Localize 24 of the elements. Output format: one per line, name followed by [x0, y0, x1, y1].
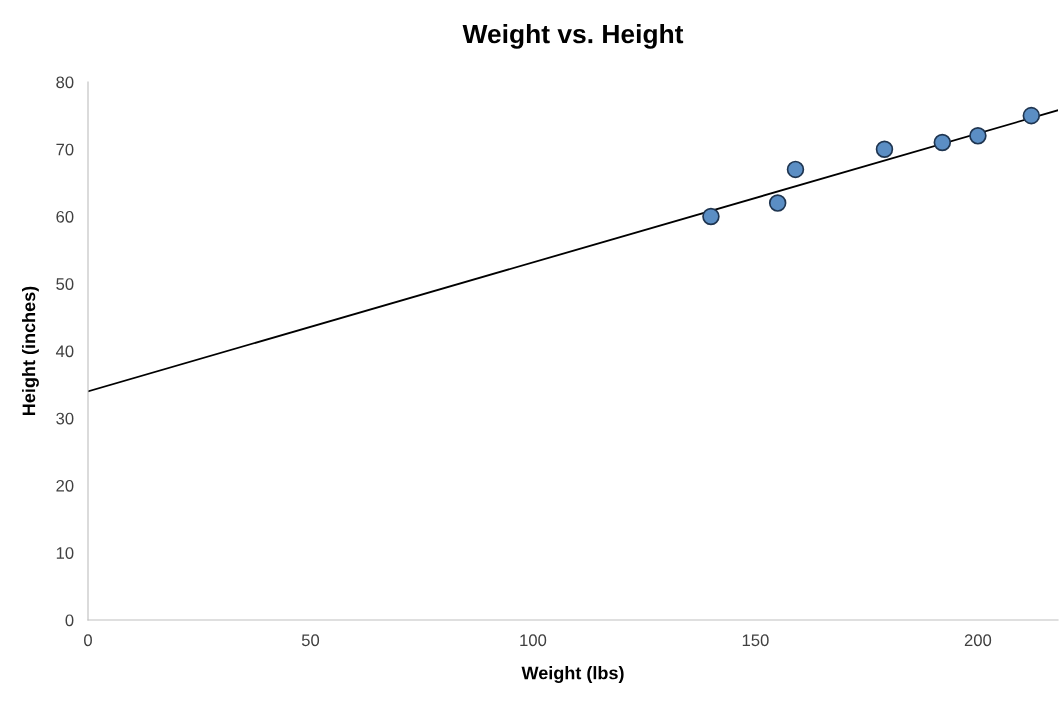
- x-tick-label: 50: [301, 634, 320, 647]
- y-tick-label: 80: [56, 76, 74, 89]
- y-tick-label: 60: [56, 210, 74, 223]
- y-tick-label: 0: [65, 614, 74, 627]
- y-tick-label: 40: [55, 345, 74, 358]
- y-tick-label: 50: [56, 278, 74, 290]
- point: [1022, 106, 1041, 125]
- y-axis-title: Height (inches): [22, 286, 39, 415]
- x-tick-label: 150: [742, 634, 769, 647]
- point: [875, 140, 894, 159]
- point: [933, 133, 952, 152]
- point: [768, 194, 787, 212]
- y-tick-label: 70: [56, 143, 74, 156]
- point: [702, 207, 720, 226]
- point: [969, 127, 987, 145]
- point: [786, 160, 805, 179]
- x-tick-label: 100: [520, 634, 547, 647]
- y-tick-label: 20: [56, 479, 74, 492]
- x-tick-label: 0: [84, 634, 92, 647]
- x-tick-label: 200: [964, 634, 992, 647]
- x-axis-title: Weight (lbs): [521, 666, 624, 683]
- y-tick-label: 30: [56, 412, 74, 425]
- chart-title: Weight vs. Height: [462, 23, 684, 49]
- y-tick-label: 10: [56, 547, 74, 559]
